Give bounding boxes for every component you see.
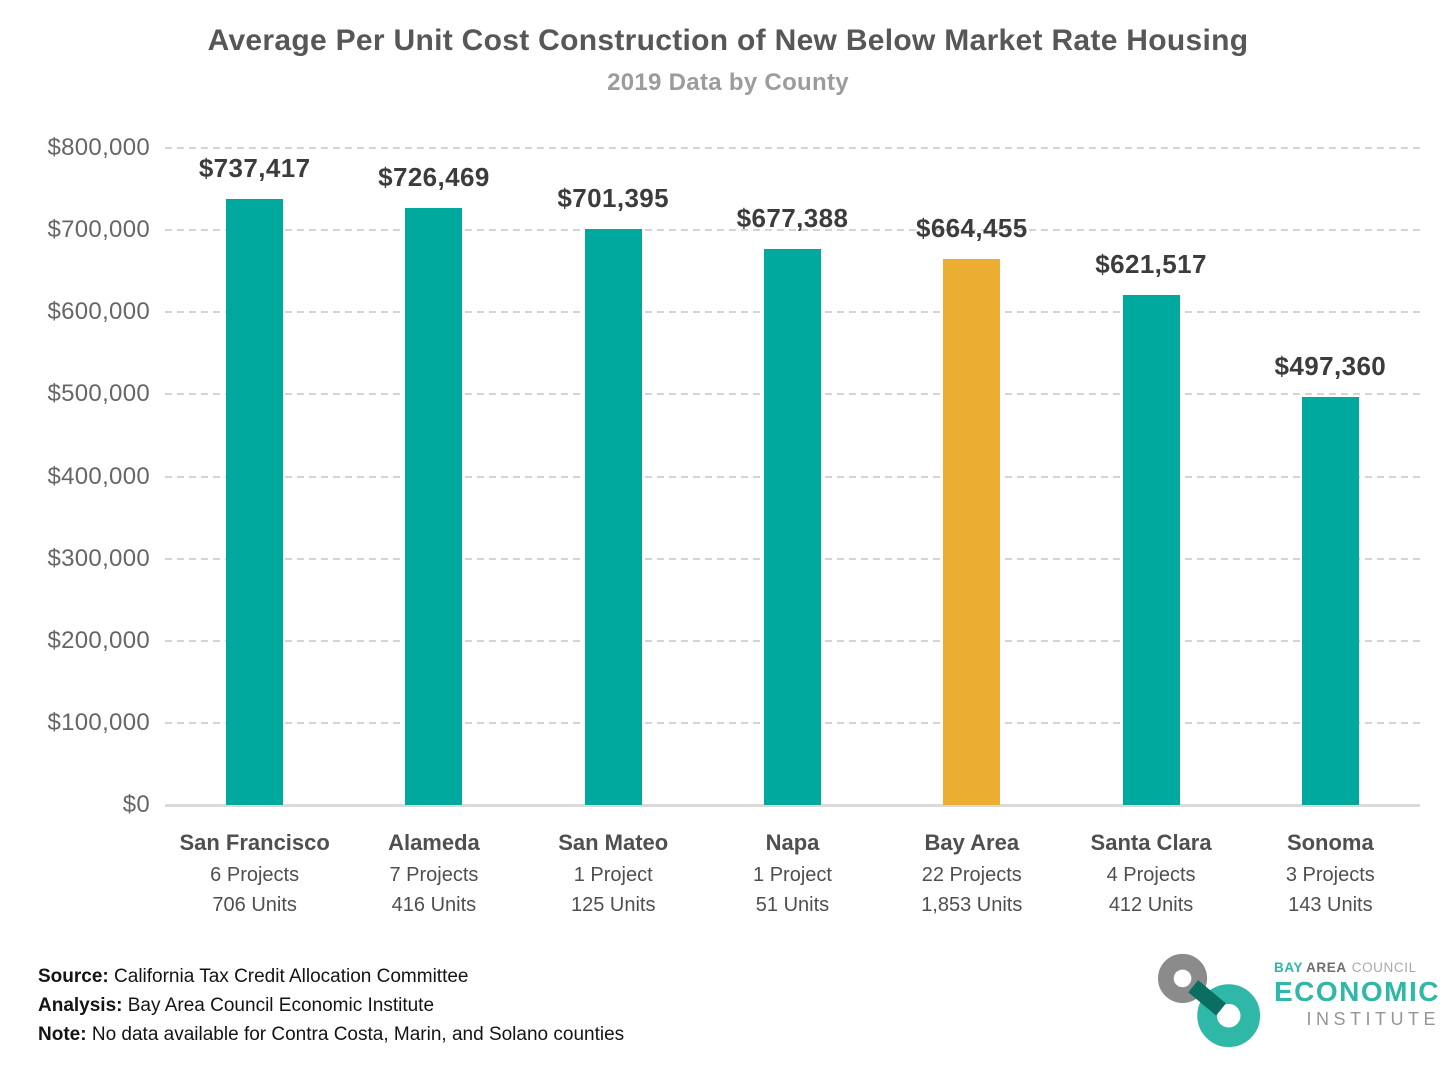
x-axis-category-label-sonoma: Sonoma [1286,830,1374,855]
analysis-note: Analysis: Bay Area Council Economic Inst… [38,991,624,1020]
data-note: Note: No data available for Contra Costa… [38,1020,624,1049]
category-units-label-san-francisco: 706 Units [212,894,297,916]
analysis-note-label: Analysis: [38,995,123,1016]
category-projects-label-bay-area: 22 Projects [921,864,1022,886]
gridline [165,147,1420,149]
bar-value-label-alameda: $726,469 [378,162,490,193]
category-projects-label-sonoma: 3 Projects [1285,864,1375,886]
source-note: Source: California Tax Credit Allocation… [38,962,624,991]
gridline [165,229,1420,232]
y-axis-tick-label: $700,000 [47,216,150,244]
chart-title: Average Per Unit Cost Construction of Ne… [207,24,1249,57]
bar-value-label-napa: $677,388 [736,202,849,233]
source-note-label: Source: [38,966,109,987]
category-units-label-sonoma: 143 Units [1288,894,1373,916]
y-axis-tick-label: $600,000 [47,298,150,326]
bar-san-mateo [584,228,642,805]
y-axis-tick-label: $800,000 [47,134,150,161]
logo-bay: BAY [1274,960,1304,975]
y-axis-tick-label: $500,000 [47,380,150,408]
category-units-label-san-mateo: 125 Units [570,894,656,916]
analysis-note-text: Bay Area Council Economic Institute [122,995,435,1016]
y-axis-tick-label: $100,000 [47,708,150,736]
bar-san-francisco [226,199,284,805]
bay-area-council-economic-institute-logo: BAY AREA COUNCIL ECONOMIC INSTITUTE [1158,952,1440,1048]
bar-sonoma [1301,396,1359,805]
category-units-label-alameda: 416 Units [391,894,477,916]
bar-bay-area [943,259,1001,805]
data-note-label: Note: [38,1024,87,1045]
category-units-label-napa: 51 Units [755,894,830,916]
bar-value-label-santa-clara: $621,517 [1095,248,1207,279]
x-axis-line [165,804,1420,807]
logo-economic: ECONOMIC [1274,976,1440,1007]
source-note-text: California Tax Credit Allocation Committ… [108,966,469,987]
logo-text: BAY AREA COUNCIL ECONOMIC INSTITUTE [1274,952,1440,1030]
chart-subtitle: 2019 Data by County [607,69,849,96]
bar-alameda [405,208,463,805]
bar-value-label-bay-area: $664,455 [915,213,1028,244]
category-units-label-santa-clara: 412 Units [1108,894,1194,916]
y-axis-tick-label: $200,000 [47,626,150,654]
logo-institute: INSTITUTE [1306,1009,1440,1029]
y-axis-tick-label: $0 [122,791,150,818]
category-projects-label-alameda: 7 Projects [389,864,479,886]
x-axis-category-label-santa-clara: Santa Clara [1090,830,1212,855]
category-projects-label-san-francisco: 6 Projects [210,864,300,886]
data-note-text: No data available for Contra Costa, Mari… [86,1024,625,1045]
x-axis-category-label-san-francisco: San Francisco [179,830,330,855]
y-axis-tick-label: $400,000 [47,462,150,490]
footer-notes: Source: California Tax Credit Allocation… [38,962,624,1049]
category-projects-label-santa-clara: 4 Projects [1106,864,1196,886]
logo-mark-icon [1158,953,1261,1048]
logo-org-name: BAY AREA COUNCIL [1274,960,1417,975]
category-projects-label-napa: 1 Project [753,864,832,886]
bar-napa [764,248,821,805]
x-axis-category-label-bay-area: Bay Area [924,830,1020,855]
x-axis-category-label-alameda: Alameda [388,830,480,855]
x-axis-category-label-san-mateo: San Mateo [558,830,669,855]
bar-value-label-san-francisco: $737,417 [198,153,311,184]
category-projects-label-san-mateo: 1 Project [573,864,653,886]
bar-santa-clara [1122,294,1180,805]
x-axis-category-label-napa: Napa [765,830,820,855]
logo-council: COUNCIL [1351,960,1417,975]
bar-value-label-sonoma: $497,360 [1274,350,1387,381]
y-axis-tick-label: $300,000 [47,544,150,572]
bar-value-label-san-mateo: $701,395 [557,182,670,213]
category-units-label-bay-area: 1,853 Units [921,894,1023,916]
logo-area: AREA [1306,960,1347,975]
